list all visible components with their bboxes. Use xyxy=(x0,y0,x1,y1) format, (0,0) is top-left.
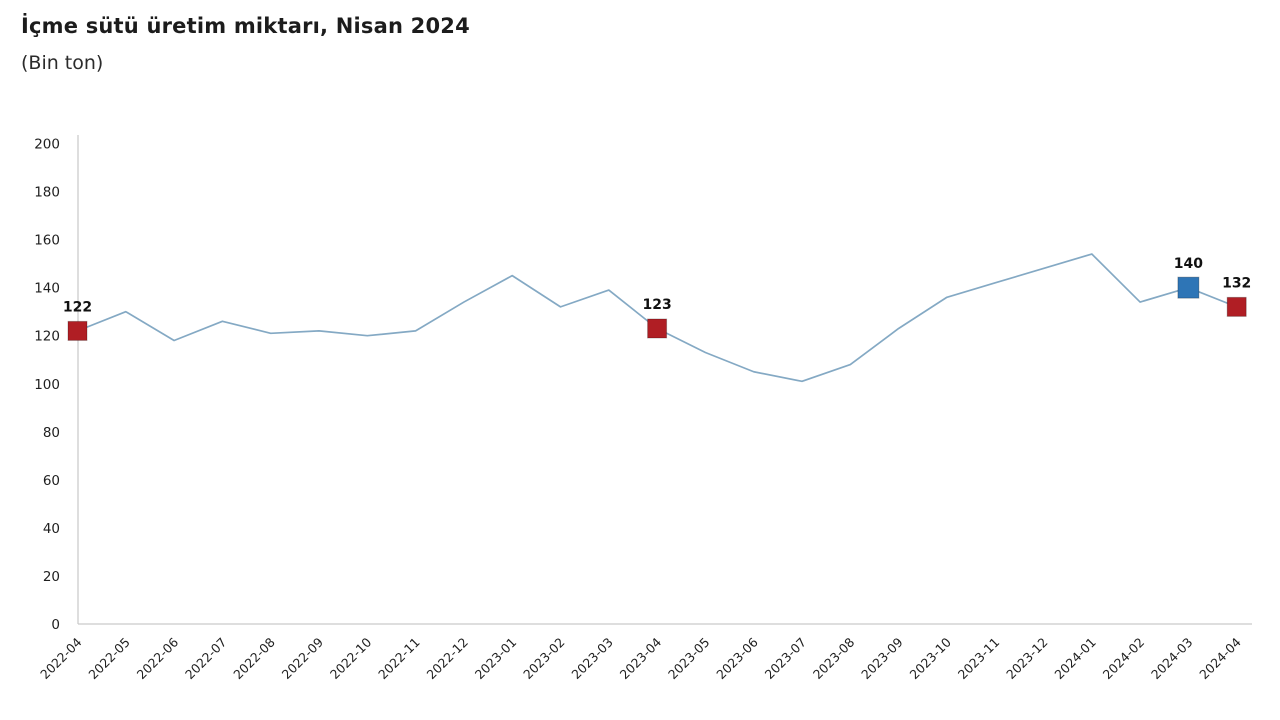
x-tick-label: 2022-09 xyxy=(279,634,327,682)
data-point-label: 123 xyxy=(642,297,671,313)
data-point-marker xyxy=(647,318,668,339)
x-tick-label: 2023-09 xyxy=(858,634,906,682)
data-point-marker xyxy=(67,320,88,341)
y-tick-label: 140 xyxy=(34,281,60,297)
y-tick-label: 120 xyxy=(34,329,60,345)
series-line xyxy=(77,253,1238,383)
x-tick-label: 2024-02 xyxy=(1100,635,1148,683)
x-tick-label: 2022-04 xyxy=(37,634,85,682)
x-tick-label: 2024-04 xyxy=(1196,634,1244,682)
x-tick-label: 2022-11 xyxy=(375,635,423,683)
y-tick-label: 40 xyxy=(43,521,60,537)
x-tick-label: 2023-05 xyxy=(665,635,713,683)
y-tick-label: 160 xyxy=(34,233,60,249)
x-tick-label: 2023-12 xyxy=(1003,635,1051,683)
y-tick-label: 60 xyxy=(43,473,60,489)
x-tick-label: 2023-08 xyxy=(810,634,858,682)
x-tick-label: 2023-07 xyxy=(762,635,810,683)
x-tick-label: 2024-03 xyxy=(1148,635,1196,683)
x-tick-label: 2023-01 xyxy=(472,635,520,683)
chart-subtitle: (Bin ton) xyxy=(21,52,104,74)
x-tick-label: 2022-10 xyxy=(327,634,375,682)
x-tick-label: 2022-08 xyxy=(230,634,278,682)
y-tick-label: 20 xyxy=(43,569,60,585)
y-tick-label: 100 xyxy=(34,377,60,393)
x-tick-label: 2022-07 xyxy=(182,635,230,683)
x-tick-label: 2023-10 xyxy=(906,634,954,682)
x-tick-label: 2024-01 xyxy=(1051,635,1099,683)
x-tick-label: 2023-06 xyxy=(713,634,761,682)
x-tick-label: 2022-06 xyxy=(134,634,182,682)
x-tick-label: 2023-11 xyxy=(955,635,1003,683)
y-tick-label: 180 xyxy=(34,185,60,201)
x-tick-label: 2022-05 xyxy=(85,635,133,683)
y-tick-label: 0 xyxy=(51,617,60,633)
x-tick-label: 2023-02 xyxy=(520,635,568,683)
x-tick-label: 2023-03 xyxy=(568,635,616,683)
x-tick-label: 2022-12 xyxy=(423,635,471,683)
y-tick-label: 200 xyxy=(34,137,60,153)
data-point-marker xyxy=(1226,296,1247,317)
y-tick-label: 80 xyxy=(43,425,60,441)
x-tick-label: 2023-04 xyxy=(617,634,665,682)
data-point-label: 132 xyxy=(1222,275,1251,291)
data-point-marker xyxy=(1177,276,1200,299)
data-point-label: 140 xyxy=(1174,256,1203,272)
data-point-label: 122 xyxy=(63,299,92,315)
chart-title: İçme sütü üretim miktarı, Nisan 2024 xyxy=(21,14,470,38)
